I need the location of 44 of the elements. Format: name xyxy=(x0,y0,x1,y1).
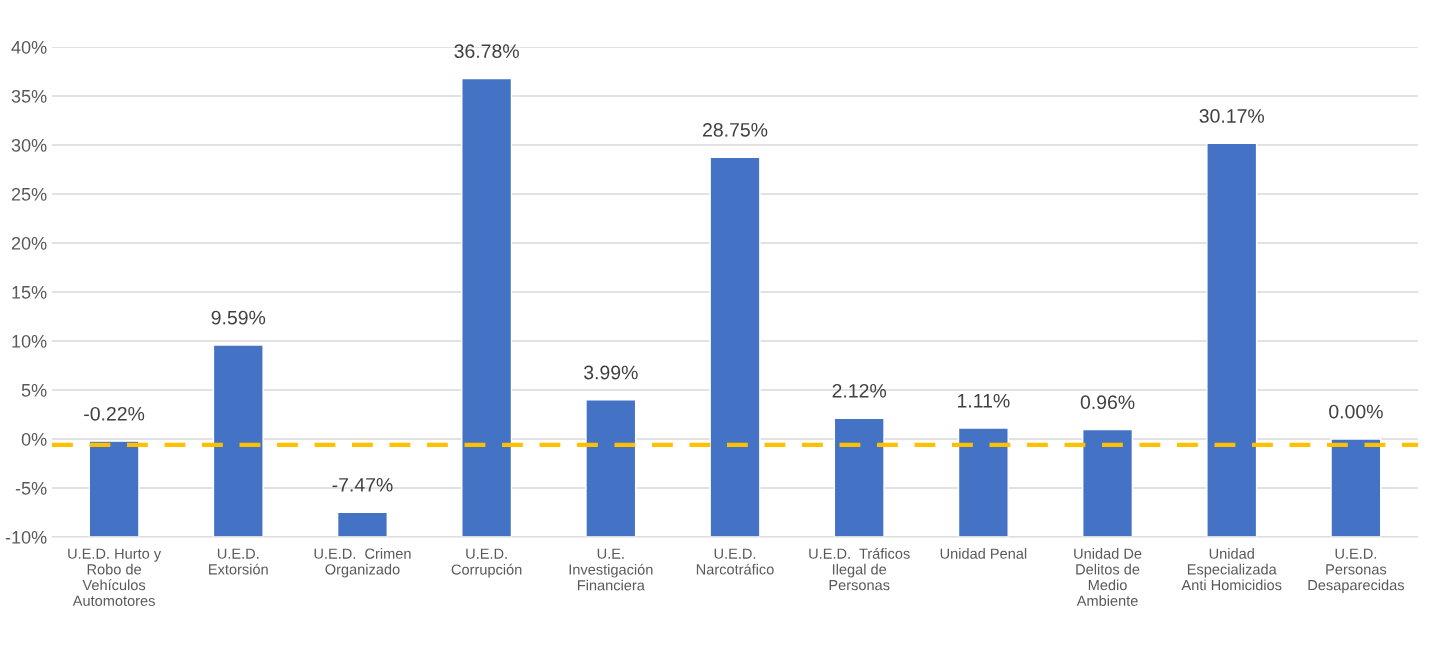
x-tick-label: U.E.D. Corrupción xyxy=(451,548,522,578)
y-tick-label: 15% xyxy=(12,286,47,299)
data-label: 3.99% xyxy=(583,365,638,380)
y-tick-label: 10% xyxy=(12,334,47,348)
x-tick-label: Unidad Especializada Anti Homicidios xyxy=(1181,548,1282,591)
data-label: 0.00% xyxy=(1329,404,1383,419)
x-tick-label: Unidad Penal xyxy=(940,548,1027,559)
data-label: 30.17% xyxy=(1199,109,1265,123)
bar xyxy=(336,511,388,537)
x-tick-label: U.E.D. Hurto y Robo de Vehículos Automotores xyxy=(68,548,162,606)
bar xyxy=(585,399,637,537)
data-label: -0.22% xyxy=(84,406,145,421)
x-tick-label: U.E.D. Personas Desaparecidas xyxy=(1308,548,1405,594)
data-label: 9.59% xyxy=(211,310,266,325)
data-label: 2.12% xyxy=(832,383,887,398)
x-tick-label: U.E. Investigación Financiera xyxy=(569,548,653,591)
data-label: 0.96% xyxy=(1080,395,1135,410)
data-label: 1.11% xyxy=(958,393,1010,408)
bar xyxy=(1330,438,1382,537)
bar xyxy=(709,156,761,537)
x-tick-label: U.E.D. Narcotráfico xyxy=(696,548,774,575)
bar xyxy=(1082,428,1134,537)
x-tick-label: Unidad De Delitos de Medio Ambiente xyxy=(1074,548,1142,606)
y-tick-label: 0% xyxy=(21,432,47,446)
bar xyxy=(957,427,1009,537)
x-tick-label: U.E.D. Extorsión xyxy=(209,548,268,575)
bar xyxy=(212,344,264,537)
y-tick-label: 5% xyxy=(21,384,47,397)
y-tick-label: 20% xyxy=(11,236,47,250)
y-tick-label: -5% xyxy=(15,482,47,495)
x-tick-label: U.E.D. Tráficos Ilegal de Personas xyxy=(809,547,910,591)
x-tick-label: U.E.D. Crimen Organizado xyxy=(314,548,411,578)
y-tick-label: 30% xyxy=(11,138,47,152)
bar xyxy=(833,417,885,537)
data-label: 28.75% xyxy=(703,122,768,137)
bar xyxy=(1206,142,1258,537)
bar xyxy=(461,77,513,537)
y-tick-label: 25% xyxy=(11,187,47,201)
data-label: 36.78% xyxy=(454,44,519,59)
bar xyxy=(88,440,140,537)
y-tick-label: -10% xyxy=(5,530,47,544)
data-label: -7.47% xyxy=(332,478,393,492)
y-tick-label: 35% xyxy=(11,89,47,103)
y-tick-label: 40% xyxy=(11,40,47,54)
